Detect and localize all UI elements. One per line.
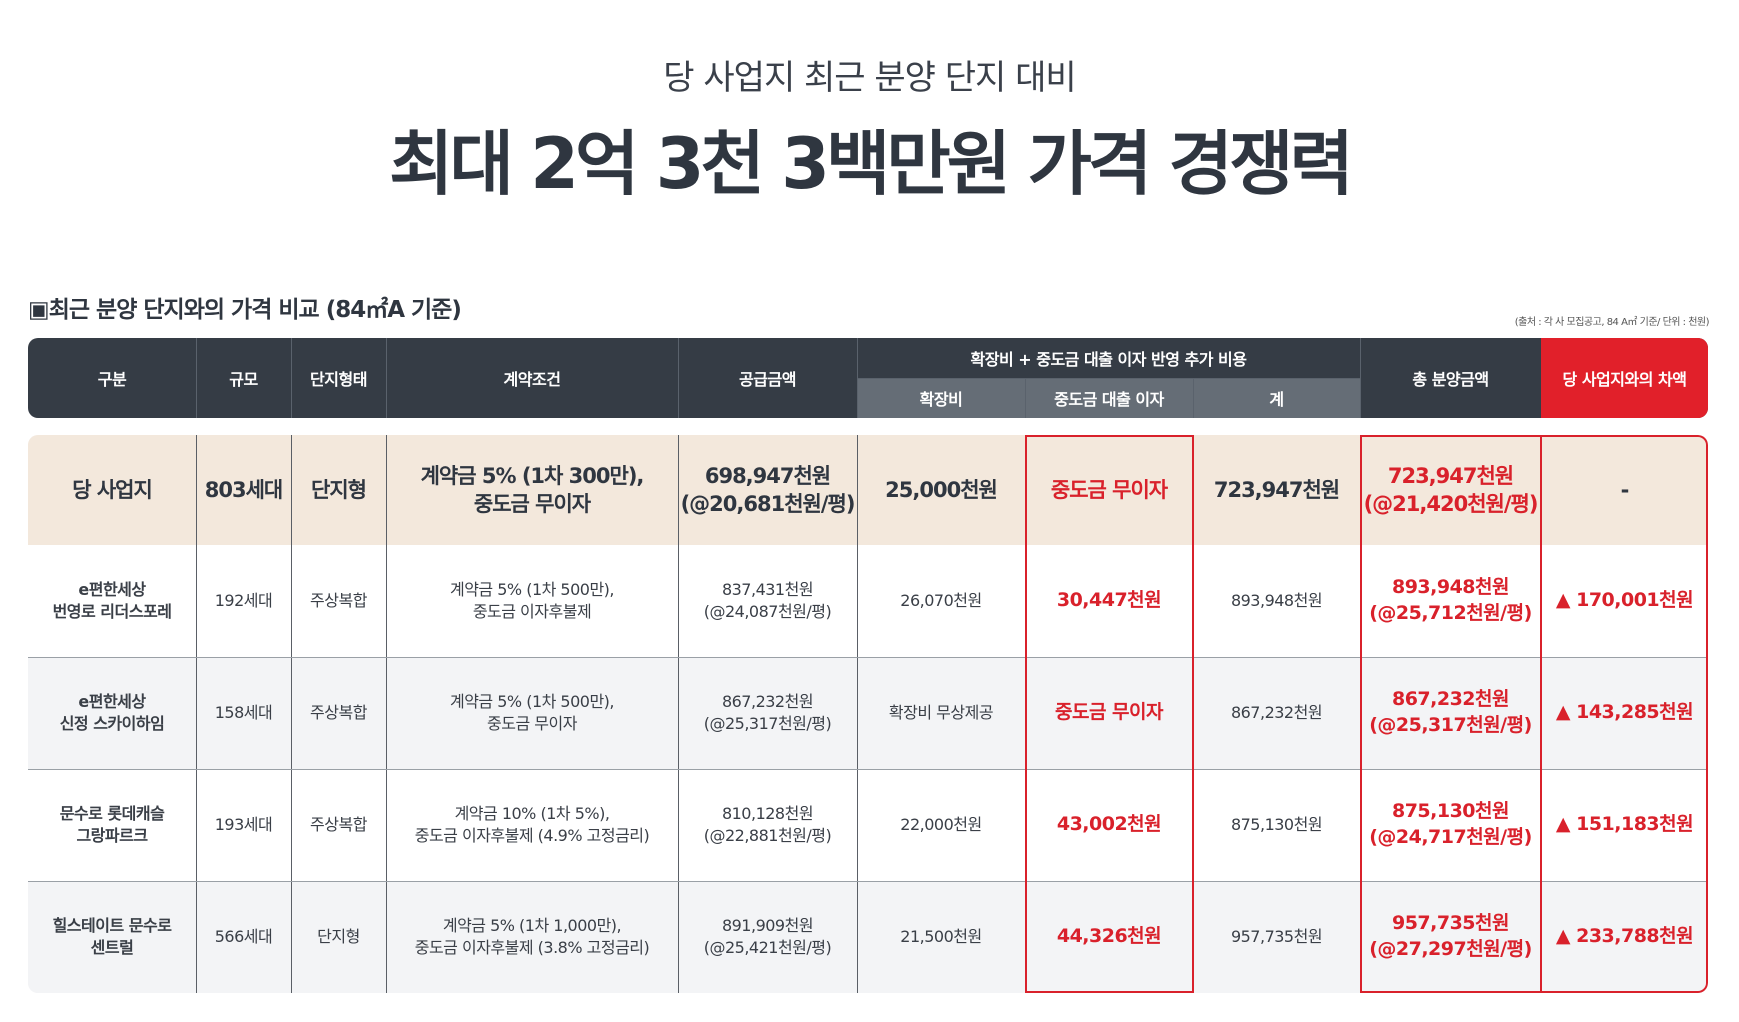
divider (1193, 378, 1194, 418)
cell-diff: ▲ 143,285천원 (1555, 701, 1694, 724)
section-title: ▣최근 분양 단지와의 가격 비교 (84㎡A 기준) (28, 297, 462, 323)
divider (291, 338, 292, 418)
divider (1025, 435, 1026, 993)
cell-terms: 계약금 5% (1차 300만), 중도금 무이자 (420, 463, 645, 516)
cell-sum: 875,130천원 (1230, 815, 1323, 835)
cell-total: 957,735천원 (@27,297천원/평) (1369, 912, 1532, 960)
cell-interest: 30,447천원 (1056, 589, 1162, 612)
cell-interest: 43,002천원 (1056, 813, 1162, 836)
header-diff: 당 사업지와의 차액 (1562, 370, 1687, 389)
diff-header-band (1541, 338, 1708, 418)
cell-type: 단지형 (311, 477, 367, 502)
cell-diff: ▲ 170,001천원 (1555, 589, 1694, 612)
cell-diff: ▲ 151,183천원 (1555, 813, 1694, 836)
divider (1360, 338, 1361, 418)
divider (196, 435, 197, 993)
table-row: 문수로 롯데캐슬 그랑파르크 193세대 주상복합 계약금 10% (1차 5%… (28, 769, 1708, 881)
cell-total: 875,130천원 (@24,717천원/평) (1369, 800, 1532, 848)
cell-scale: 193세대 (214, 815, 273, 835)
divider (678, 435, 679, 993)
cell-scale: 566세대 (214, 927, 273, 947)
cell-expansion: 25,000천원 (885, 477, 998, 502)
cell-expansion: 26,070천원 (900, 591, 982, 611)
cell-total: 867,232천원 (@25,317천원/평) (1369, 688, 1532, 736)
source-note: (출처 : 각 사 모집공고, 84 A㎡ 기준/ 단위 : 천원) (1514, 317, 1710, 328)
cell-scale: 803세대 (204, 477, 283, 502)
table-row: e편한세상 신정 스카이하임 158세대 주상복합 계약금 5% (1차 500… (28, 657, 1708, 769)
subheader-band (857, 378, 1360, 418)
cell-diff: - (1620, 477, 1630, 502)
page-headline: 최대 2억 3천 3백만원 가격 경쟁력 (389, 123, 1354, 205)
cell-supply: 867,232천원 (@25,317천원/평) (703, 692, 832, 733)
divider (1025, 378, 1026, 418)
cell-sum: 893,948천원 (1230, 591, 1323, 611)
cell-name: e편한세상 신정 스카이하임 (59, 692, 165, 733)
cell-supply: 837,431천원 (@24,087천원/평) (703, 580, 832, 621)
divider (857, 435, 858, 993)
cell-type: 주상복합 (310, 703, 367, 723)
table-header: 구분 규모 단지형태 계약조건 공급금액 확장비 + 중도금 대출 이자 반영 … (28, 338, 1708, 418)
cell-type: 단지형 (317, 927, 360, 947)
divider (28, 881, 1708, 882)
cell-name: e편한세상 번영로 리더스포레 (52, 580, 172, 621)
divider (1193, 435, 1194, 993)
cell-terms: 계약금 5% (1차 500만), 중도금 무이자 (449, 692, 615, 733)
header-total: 총 분양금액 (1412, 370, 1489, 389)
page-subtitle: 당 사업지 최근 분양 단지 대비 (663, 58, 1076, 98)
cell-interest: 중도금 무이자 (1050, 477, 1168, 502)
divider (386, 338, 387, 418)
header-terms: 계약조건 (503, 370, 561, 389)
cell-name: 문수로 롯데캐슬 그랑파르크 (59, 804, 165, 845)
table-row: 힐스테이트 문수로 센트럴 566세대 단지형 계약금 5% (1차 1,000… (28, 881, 1708, 993)
cell-expansion: 21,500천원 (900, 927, 982, 947)
header-scale: 규모 (229, 370, 258, 389)
header-type: 단지형태 (310, 370, 367, 389)
cell-supply: 810,128천원 (@22,881천원/평) (703, 804, 832, 845)
cell-expansion: 확장비 무상제공 (888, 703, 994, 723)
cell-terms: 계약금 5% (1차 500만), 중도금 이자후불제 (449, 580, 615, 621)
cell-total: 723,947천원 (@21,420천원/평) (1363, 463, 1539, 516)
cell-sum: 957,735천원 (1230, 927, 1323, 947)
cell-name: 힐스테이트 문수로 센트럴 (52, 916, 172, 957)
header-supply: 공급금액 (739, 370, 796, 389)
divider (291, 435, 292, 993)
header-gubun: 구분 (97, 370, 127, 389)
table-row: e편한세상 번영로 리더스포레 192세대 주상복합 계약금 5% (1차 50… (28, 545, 1708, 657)
cell-name: 당 사업지 (72, 477, 153, 502)
divider (857, 378, 1360, 379)
header-sum: 계 (1269, 390, 1284, 409)
divider (196, 338, 197, 418)
cell-supply: 891,909천원 (@25,421천원/평) (703, 916, 832, 957)
cell-total: 893,948천원 (@25,712천원/평) (1369, 576, 1532, 624)
header-interest: 중도금 대출 이자 (1054, 390, 1164, 409)
cell-terms: 계약금 10% (1차 5%), 중도금 이자후불제 (4.9% 고정금리) (414, 804, 650, 845)
cell-expansion: 22,000천원 (900, 815, 982, 835)
divider (28, 769, 1708, 770)
cell-sum: 723,947천원 (1213, 477, 1340, 502)
cell-scale: 192세대 (214, 591, 273, 611)
divider (1360, 435, 1361, 993)
header-expansion: 확장비 (919, 390, 963, 409)
table-row-ours: 당 사업지 803세대 단지형 계약금 5% (1차 300만), 중도금 무이… (28, 435, 1708, 545)
cell-interest: 중도금 무이자 (1055, 701, 1164, 724)
cell-supply: 698,947천원 (@20,681천원/평) (680, 463, 856, 516)
divider (1540, 435, 1542, 993)
divider (386, 435, 387, 993)
divider (28, 657, 1708, 658)
cell-scale: 158세대 (214, 703, 273, 723)
comparison-table-body: 당 사업지 803세대 단지형 계약금 5% (1차 300만), 중도금 무이… (28, 435, 1708, 993)
cell-type: 주상복합 (310, 815, 367, 835)
header-extra: 확장비 + 중도금 대출 이자 반영 추가 비용 (970, 350, 1247, 369)
cell-interest: 44,326천원 (1056, 925, 1162, 948)
cell-terms: 계약금 5% (1차 1,000만), 중도금 이자후불제 (3.8% 고정금리… (414, 916, 650, 957)
divider (678, 338, 679, 418)
cell-diff: ▲ 233,788천원 (1555, 925, 1694, 948)
cell-type: 주상복합 (310, 591, 367, 611)
cell-sum: 867,232천원 (1230, 703, 1323, 723)
